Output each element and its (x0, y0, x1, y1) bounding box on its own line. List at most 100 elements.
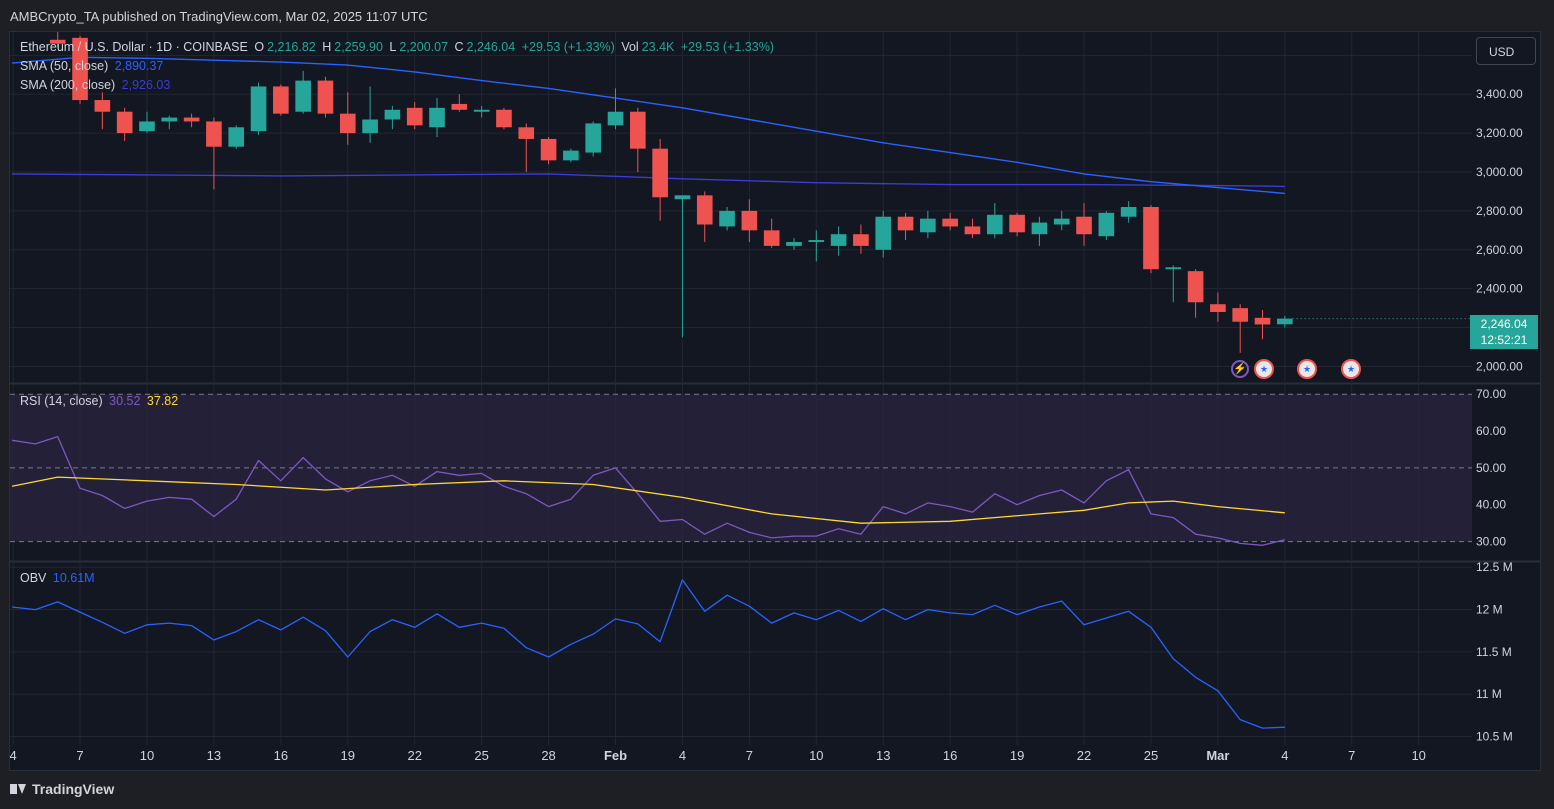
candle-body (473, 109, 490, 112)
candle-body (206, 121, 222, 147)
candle-body (1254, 317, 1271, 325)
obv-tick-label: 10.5 M (1476, 730, 1513, 744)
candle-body (94, 100, 111, 112)
rsi-legend[interactable]: RSI (14, close) 30.52 37.82 (20, 394, 181, 408)
x-tick-label: 25 (1144, 748, 1158, 763)
candle-body (1165, 267, 1182, 270)
x-tick-label: 7 (76, 748, 83, 763)
currency-button[interactable]: USD (1476, 37, 1536, 65)
symbol-legend: Ethereum / U.S. Dollar · 1D · COINBASE O… (20, 40, 777, 54)
candle-body (116, 111, 133, 134)
candle-body (1053, 218, 1070, 225)
candle-body (986, 214, 1003, 235)
x-tick-label: Feb (604, 748, 627, 763)
price-tick-label: 2,400.00 (1476, 282, 1523, 296)
x-tick-label: 4 (679, 748, 686, 763)
candle-body (897, 216, 914, 231)
candle-body (72, 37, 88, 101)
candle-body (406, 107, 423, 126)
candle-body (652, 148, 668, 198)
tradingview-logo-text: TradingView (32, 781, 115, 797)
candle-body (161, 117, 178, 122)
obv-value: 10.61M (52, 571, 95, 585)
candle-body (496, 109, 512, 128)
footer: TradingView (0, 772, 1554, 809)
us-flag-event-icon[interactable]: ★ (1297, 359, 1317, 379)
candle-body (295, 80, 311, 112)
low-label: L (389, 40, 397, 54)
x-tick-label: 19 (341, 748, 355, 763)
us-flag-event-icon[interactable]: ★ (1341, 359, 1361, 379)
candle-body (273, 86, 289, 114)
price-tick-label: 3,000.00 (1476, 165, 1523, 179)
x-tick-label: 25 (474, 748, 488, 763)
obv-tick-label: 12 M (1476, 603, 1503, 617)
sma50-legend[interactable]: SMA (50, close) 2,890.37 (20, 59, 166, 73)
candle-body (139, 121, 155, 132)
x-tick-label: 13 (207, 748, 221, 763)
tradingview-logo[interactable]: TradingView (10, 781, 114, 797)
rsi-ma-line (11, 476, 1285, 524)
obv-legend[interactable]: OBV 10.61M (20, 571, 98, 585)
candle-body (719, 210, 735, 227)
rsi-tick-label: 70.00 (1476, 387, 1506, 401)
x-tick-label: 22 (1077, 748, 1091, 763)
x-tick-label: 7 (1348, 748, 1355, 763)
x-tick-label: 10 (1411, 748, 1425, 763)
candle-body (1232, 308, 1249, 322)
sma200-line (11, 173, 1285, 188)
candle-body (1143, 207, 1159, 270)
candle-body (1210, 304, 1226, 312)
top-bar: AMBCrypto_TA published on TradingView.co… (0, 0, 1554, 32)
change-value: +29.53 (+1.33%) (521, 40, 615, 54)
rsi-tick-label: 60.00 (1476, 424, 1506, 438)
candle-body (1187, 271, 1204, 303)
candle-body (853, 234, 869, 246)
candle-body (964, 226, 981, 235)
candle-body (786, 242, 802, 246)
obv-label: OBV (20, 571, 47, 585)
candle-body (741, 210, 758, 231)
candle-body (339, 113, 356, 134)
open-value: 2,216.82 (267, 40, 316, 54)
chart-frame[interactable]: 2,000.002,200.002,400.002,600.002,800.00… (9, 31, 1541, 771)
candle-body (429, 107, 445, 128)
us-flag-event-icon[interactable]: ★ (1254, 359, 1274, 379)
candle-body (384, 109, 401, 120)
x-tick-label: 4 (10, 748, 17, 763)
obv-tick-label: 11.5 M (1476, 645, 1512, 659)
close-value: 2,246.04 (466, 40, 516, 54)
tradingview-logo-icon (10, 784, 26, 794)
x-tick-label: Mar (1206, 748, 1229, 763)
rsi-tick-label: 40.00 (1476, 498, 1506, 512)
candle-body (674, 195, 691, 200)
candle-body (942, 218, 958, 227)
candle-body (696, 195, 713, 225)
price-tick-label: 2,000.00 (1476, 359, 1523, 373)
price-tick-label: 3,400.00 (1476, 87, 1523, 101)
sma200-value: 2,926.03 (121, 78, 171, 92)
symbol-name[interactable]: Ethereum / U.S. Dollar · 1D · COINBASE (20, 40, 248, 54)
candle-body (1120, 207, 1137, 217)
low-value: 2,200.07 (399, 40, 449, 54)
obv-tick-label: 12.5 M (1476, 560, 1513, 574)
lightning-event-icon[interactable]: ⚡ (1231, 360, 1249, 378)
candle-body (1031, 222, 1048, 235)
x-tick-label: 13 (876, 748, 890, 763)
open-label: O (254, 40, 265, 54)
sma50-label: SMA (50, close) (20, 59, 109, 73)
publisher-line: AMBCrypto_TA published on TradingView.co… (10, 9, 428, 24)
candle-body (1009, 214, 1025, 233)
high-label: H (322, 40, 332, 54)
vol-change-value: +29.53 (+1.33%) (680, 40, 774, 54)
x-tick-label: 4 (1281, 748, 1288, 763)
candle-body (630, 111, 646, 149)
candle-body (563, 150, 579, 161)
x-tick-label: 16 (943, 748, 957, 763)
sma200-legend[interactable]: SMA (200, close) 2,926.03 (20, 78, 173, 92)
candle-body (183, 117, 200, 122)
chart-canvas[interactable]: 2,000.002,200.002,400.002,600.002,800.00… (10, 32, 1540, 770)
price-tick-label: 2,600.00 (1476, 243, 1523, 257)
last-price-badge: 2,246.04 12:52:21 (1470, 315, 1538, 349)
sma200-label: SMA (200, close) (20, 78, 116, 92)
